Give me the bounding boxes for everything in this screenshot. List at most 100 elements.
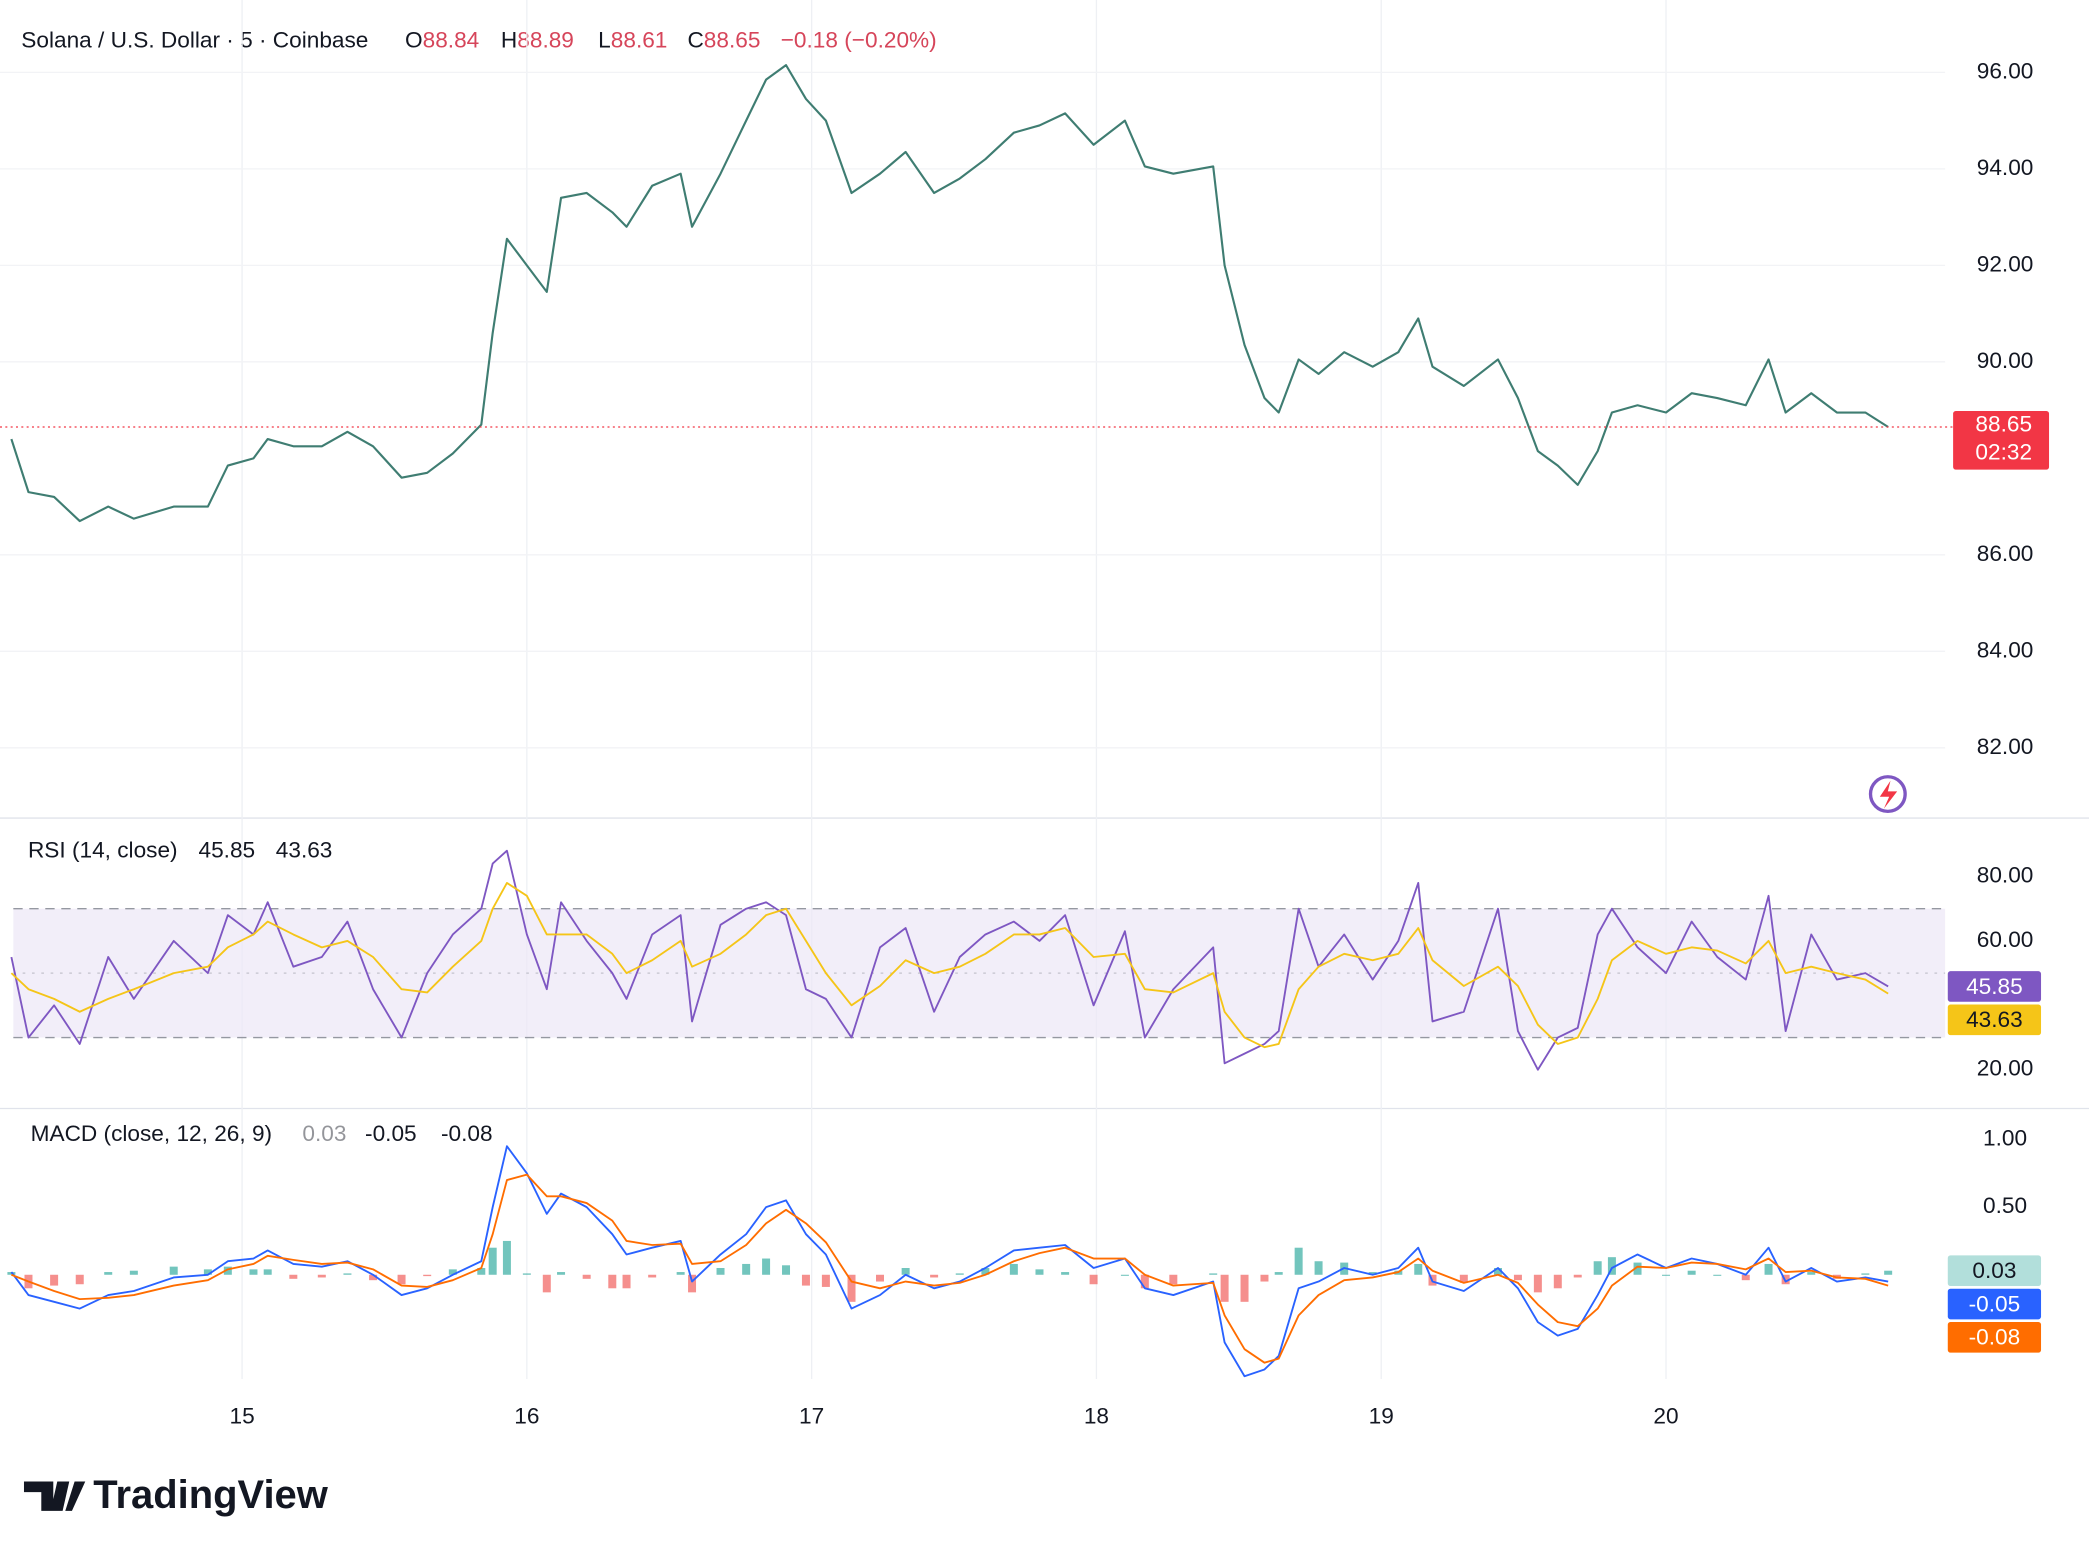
last-value-box: [1947, 1004, 2042, 1036]
ohlc-value: 88.89: [517, 27, 574, 52]
histogram-bar: [676, 1272, 685, 1275]
change: −0.18 (−0.20%): [781, 27, 937, 52]
histogram-bar: [821, 1274, 830, 1287]
histogram-bar: [1807, 1272, 1816, 1275]
series-line: [10, 882, 1889, 1049]
histogram-bar: [50, 1274, 59, 1286]
legend-value: 0.03: [302, 1121, 346, 1146]
assistant-icon[interactable]: [1868, 775, 1907, 814]
brand: TradingView: [23, 1473, 329, 1517]
histogram-bar: [1061, 1272, 1070, 1275]
histogram-bar: [448, 1269, 457, 1275]
marks: [0, 64, 1954, 1378]
last-price-box: [1953, 410, 2050, 470]
y-tick-label: 20.00: [1977, 1056, 2034, 1081]
histogram-bar: [1633, 1262, 1642, 1275]
series-line: [10, 64, 1889, 523]
y-tick-label: 0.50: [1983, 1193, 2027, 1218]
histogram-bar: [1009, 1263, 1018, 1275]
histogram-bar: [522, 1273, 531, 1275]
y-tick-label: 82.00: [1977, 734, 2034, 759]
histogram-bar: [557, 1272, 566, 1275]
histogram-bar: [648, 1274, 657, 1278]
histogram-bar: [1553, 1274, 1562, 1289]
histogram-bar: [1593, 1261, 1602, 1275]
histogram-bar: [608, 1274, 617, 1289]
histogram-bar: [762, 1258, 771, 1275]
ohlc-value: 88.65: [704, 27, 761, 52]
histogram-bar: [397, 1274, 406, 1285]
histogram-bar: [801, 1274, 810, 1286]
histogram-bar: [1209, 1273, 1218, 1275]
last-value-label: 0.03: [1972, 1258, 2016, 1283]
x-tick-label: 19: [1369, 1404, 1394, 1429]
y-tick-label: 84.00: [1977, 637, 2034, 662]
y-tick-label: 86.00: [1977, 541, 2034, 566]
legend-value: -0.05: [365, 1121, 417, 1146]
histogram-bar: [317, 1274, 326, 1278]
y-tick-label: 90.00: [1977, 348, 2034, 373]
countdown-label: 02:32: [1975, 440, 2032, 465]
histogram-bar: [369, 1274, 378, 1281]
last-price-label: 88.65: [1975, 412, 2032, 437]
last-value-label: 45.85: [1966, 974, 2023, 999]
histogram-bar: [263, 1269, 272, 1275]
series-line: [10, 849, 1889, 1071]
icon-ring: [1868, 775, 1907, 814]
y-tick-label: 94.00: [1977, 155, 2034, 180]
histogram-bar: [1713, 1274, 1722, 1276]
histogram-bar: [582, 1274, 591, 1279]
histogram-bar: [688, 1274, 697, 1293]
panel-title: MACD (close, 12, 26, 9): [31, 1121, 272, 1146]
histogram-bar: [1260, 1274, 1269, 1282]
ohlc-label: C: [687, 27, 703, 52]
last-value-box: [1947, 1255, 2042, 1287]
x-tick-label: 16: [514, 1404, 539, 1429]
last-value-label: 43.63: [1966, 1007, 2023, 1032]
last-value-box: [1947, 1321, 2042, 1353]
histogram-bar: [104, 1272, 113, 1275]
histogram-bar: [1533, 1274, 1542, 1293]
ohlc-value: 88.61: [611, 27, 668, 52]
y-tick-label: 92.00: [1977, 251, 2034, 276]
histogram-bar: [1687, 1270, 1696, 1275]
x-tick-label: 20: [1653, 1404, 1678, 1429]
x-tick-label: 17: [799, 1404, 824, 1429]
histogram-bar: [1294, 1247, 1303, 1275]
histogram-bar: [1414, 1263, 1423, 1275]
histogram-bar: [930, 1274, 939, 1278]
histogram-bar: [129, 1270, 138, 1275]
histogram-bar: [1493, 1267, 1502, 1275]
histogram-bar: [1274, 1272, 1283, 1275]
level-band: [13, 908, 1946, 1038]
histogram-bar: [343, 1273, 352, 1275]
histogram-bar: [1120, 1274, 1129, 1276]
histogram-bar: [169, 1266, 178, 1275]
legend-value: 43.63: [276, 837, 333, 862]
histogram-bar: [1573, 1274, 1582, 1278]
histogram-bar: [1884, 1270, 1893, 1275]
histogram-bar: [1169, 1274, 1178, 1285]
histogram-bar: [876, 1274, 884, 1282]
header: Solana / U.S. Dollar · 5 · Coinbase O88.…: [21, 27, 936, 52]
histogram-bar: [981, 1267, 990, 1275]
histogram-bar: [1314, 1261, 1323, 1275]
x-tick-label: 15: [229, 1404, 254, 1429]
histogram-bar: [289, 1274, 298, 1279]
icon-bolt: [1879, 780, 1898, 809]
histogram-bar: [1741, 1274, 1750, 1281]
histogram-bar: [742, 1263, 751, 1275]
ohlc-label: O: [405, 27, 423, 52]
histogram-bar: [502, 1240, 511, 1275]
histogram-bar: [901, 1267, 910, 1275]
series-line: [11, 1173, 1889, 1364]
histogram-bar: [716, 1267, 725, 1275]
histogram-bar: [223, 1266, 232, 1275]
brand-name: TradingView: [93, 1473, 329, 1517]
histogram-bar: [1662, 1274, 1671, 1276]
histogram-bar: [477, 1267, 486, 1275]
histogram-bar: [1368, 1272, 1377, 1275]
